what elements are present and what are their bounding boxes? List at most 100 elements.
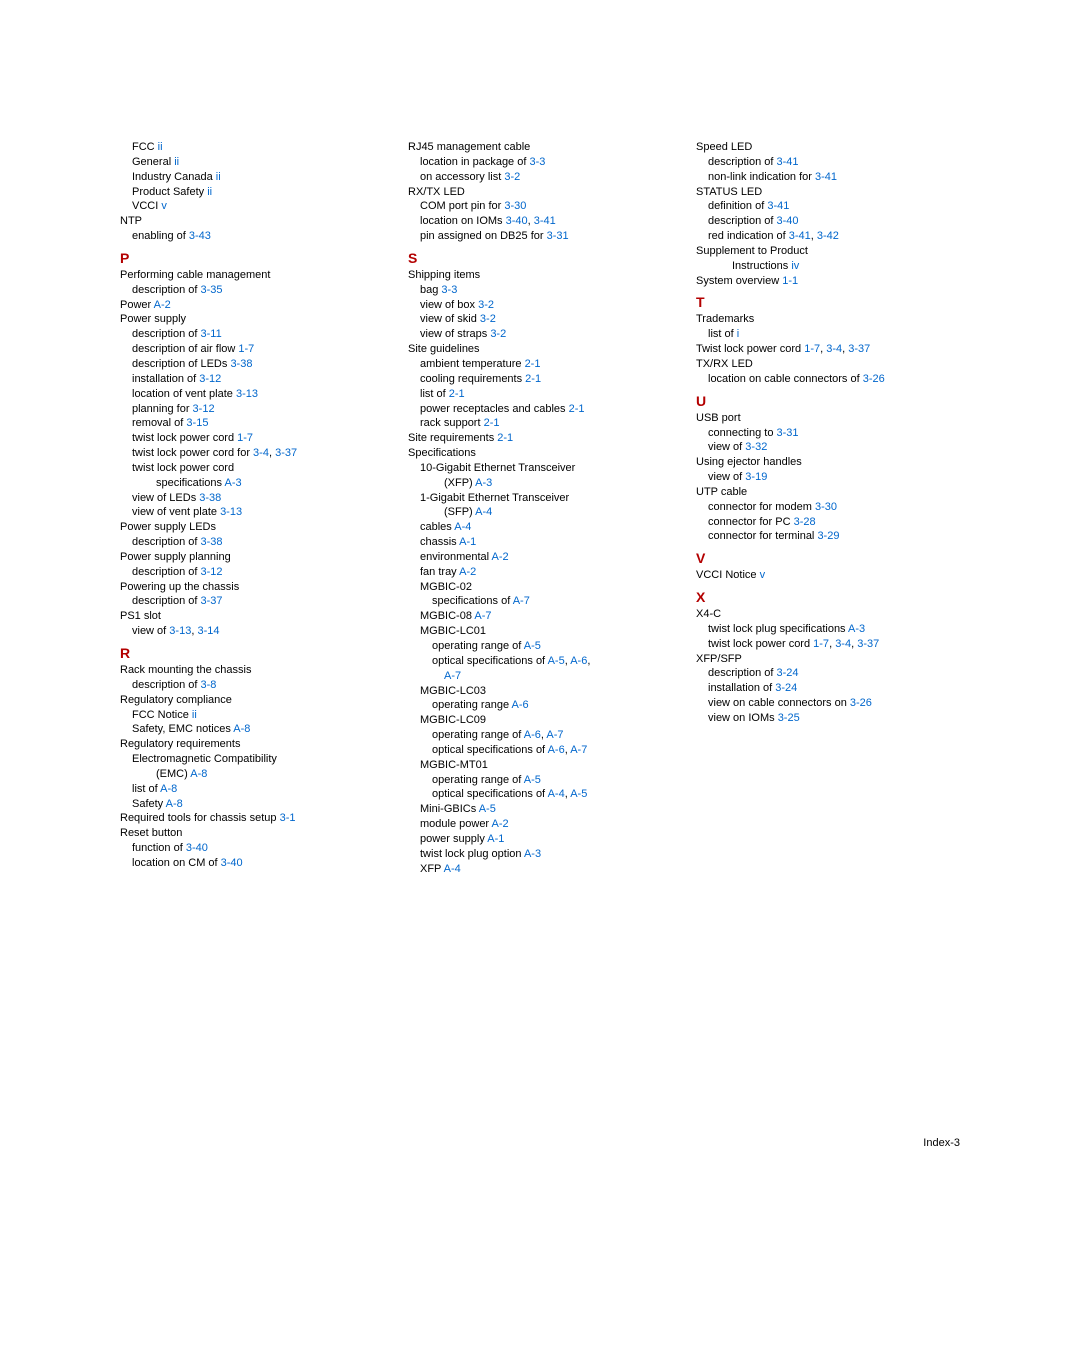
page-ref-link[interactable]: 3-15 [186, 417, 208, 429]
page-ref-link[interactable]: A-3 [848, 623, 865, 635]
page-ref-link[interactable]: 3-42 [817, 230, 839, 242]
page-ref-link[interactable]: 3-30 [504, 200, 526, 212]
page-ref-link[interactable]: 3-43 [189, 230, 211, 242]
page-ref-link[interactable]: 3-11 [200, 328, 221, 340]
page-ref-link[interactable]: ii [158, 141, 163, 153]
page-ref-link[interactable]: 1-7 [237, 432, 253, 444]
page-ref-link[interactable]: 3-12 [193, 403, 215, 415]
page-ref-link[interactable]: 3-37 [857, 638, 879, 650]
page-ref-link[interactable]: 3-40 [186, 842, 208, 854]
page-ref-link[interactable]: 2-1 [525, 373, 541, 385]
page-ref-link[interactable]: 2-1 [569, 403, 585, 415]
page-ref-link[interactable]: A-8 [190, 768, 207, 780]
page-ref-link[interactable]: 3-2 [478, 299, 494, 311]
page-ref-link[interactable]: 3-37 [275, 447, 297, 459]
page-ref-link[interactable]: 3-41 [534, 215, 556, 227]
page-ref-link[interactable]: ii [174, 156, 179, 168]
page-ref-link[interactable]: A-5 [570, 788, 587, 800]
page-ref-link[interactable]: 2-1 [484, 417, 500, 429]
page-ref-link[interactable]: iv [791, 260, 799, 272]
page-ref-link[interactable]: A-4 [548, 788, 565, 800]
page-ref-link[interactable]: 3-19 [745, 471, 767, 483]
page-ref-link[interactable]: 3-3 [529, 156, 545, 168]
page-ref-link[interactable]: 3-24 [775, 682, 797, 694]
page-ref-link[interactable]: 3-38 [200, 536, 222, 548]
page-ref-link[interactable]: 3-29 [817, 530, 839, 542]
page-ref-link[interactable]: 3-24 [776, 667, 798, 679]
page-ref-link[interactable]: 3-32 [745, 441, 767, 453]
page-ref-link[interactable]: A-5 [548, 655, 565, 667]
page-ref-link[interactable]: A-3 [224, 477, 241, 489]
page-ref-link[interactable]: 3-3 [441, 284, 457, 296]
page-ref-link[interactable]: ii [216, 171, 221, 183]
page-ref-link[interactable]: A-2 [154, 299, 171, 311]
page-ref-link[interactable]: 3-41 [767, 200, 789, 212]
page-ref-link[interactable]: 3-4 [826, 343, 842, 355]
page-ref-link[interactable]: 3-2 [490, 328, 506, 340]
page-ref-link[interactable]: 3-38 [199, 492, 221, 504]
page-ref-link[interactable]: 3-25 [778, 712, 800, 724]
page-ref-link[interactable]: 3-31 [547, 230, 569, 242]
page-ref-link[interactable]: 3-12 [199, 373, 221, 385]
page-ref-link[interactable]: 2-1 [525, 358, 541, 370]
page-ref-link[interactable]: 3-2 [504, 171, 520, 183]
page-ref-link[interactable]: 2-1 [497, 432, 513, 444]
page-ref-link[interactable]: 3-26 [850, 697, 872, 709]
page-ref-link[interactable]: A-4 [444, 863, 461, 875]
page-ref-link[interactable]: A-3 [475, 477, 492, 489]
page-ref-link[interactable]: 3-13 [220, 506, 242, 518]
page-ref-link[interactable]: A-2 [492, 818, 509, 830]
page-ref-link[interactable]: 3-1 [280, 812, 296, 824]
page-ref-link[interactable]: 3-38 [230, 358, 252, 370]
page-ref-link[interactable]: A-5 [524, 640, 541, 652]
page-ref-link[interactable]: A-2 [459, 566, 476, 578]
page-ref-link[interactable]: A-5 [524, 774, 541, 786]
page-ref-link[interactable]: 3-40 [221, 857, 243, 869]
page-ref-link[interactable]: A-8 [166, 798, 183, 810]
page-ref-link[interactable]: v [161, 200, 167, 212]
page-ref-link[interactable]: 3-4 [835, 638, 851, 650]
page-ref-link[interactable]: 3-2 [480, 313, 496, 325]
page-ref-link[interactable]: 3-31 [777, 427, 799, 439]
page-ref-link[interactable]: 2-1 [449, 388, 465, 400]
page-ref-link[interactable]: 3-30 [815, 501, 837, 513]
page-ref-link[interactable]: 3-40 [506, 215, 528, 227]
page-ref-link[interactable]: 3-37 [200, 595, 222, 607]
page-ref-link[interactable]: 3-4 [253, 447, 269, 459]
page-ref-link[interactable]: 1-7 [238, 343, 254, 355]
page-ref-link[interactable]: A-7 [570, 744, 587, 756]
page-ref-link[interactable]: 3-26 [863, 373, 885, 385]
page-ref-link[interactable]: 3-41 [815, 171, 837, 183]
page-ref-link[interactable]: A-4 [475, 506, 492, 518]
page-ref-link[interactable]: A-6 [570, 655, 587, 667]
page-ref-link[interactable]: 3-41 [789, 230, 811, 242]
page-ref-link[interactable]: 3-13 [236, 388, 258, 400]
page-ref-link[interactable]: 1-7 [804, 343, 820, 355]
page-ref-link[interactable]: 1-7 [813, 638, 829, 650]
page-ref-link[interactable]: ii [192, 709, 197, 721]
page-ref-link[interactable]: A-1 [459, 536, 476, 548]
page-ref-link[interactable]: A-1 [487, 833, 504, 845]
page-ref-link[interactable]: 3-41 [776, 156, 798, 168]
page-ref-link[interactable]: A-4 [454, 521, 471, 533]
page-ref-link[interactable]: 3-12 [200, 566, 222, 578]
page-ref-link[interactable]: A-6 [524, 729, 541, 741]
page-ref-link[interactable]: 1-1 [782, 275, 798, 287]
page-ref-link[interactable]: A-7 [513, 595, 530, 607]
page-ref-link[interactable]: A-5 [479, 803, 496, 815]
page-ref-link[interactable]: A-7 [444, 670, 461, 682]
page-ref-link[interactable]: i [737, 328, 739, 340]
page-ref-link[interactable]: 3-14 [197, 625, 219, 637]
page-ref-link[interactable]: ii [207, 186, 212, 198]
page-ref-link[interactable]: A-7 [546, 729, 563, 741]
page-ref-link[interactable]: A-6 [548, 744, 565, 756]
page-ref-link[interactable]: 3-8 [200, 679, 216, 691]
page-ref-link[interactable]: 3-40 [776, 215, 798, 227]
page-ref-link[interactable]: A-7 [474, 610, 491, 622]
page-ref-link[interactable]: A-6 [512, 699, 529, 711]
page-ref-link[interactable]: 3-37 [848, 343, 870, 355]
page-ref-link[interactable]: A-3 [524, 848, 541, 860]
page-ref-link[interactable]: 3-28 [794, 516, 816, 528]
page-ref-link[interactable]: A-8 [160, 783, 177, 795]
page-ref-link[interactable]: 3-13 [169, 625, 191, 637]
